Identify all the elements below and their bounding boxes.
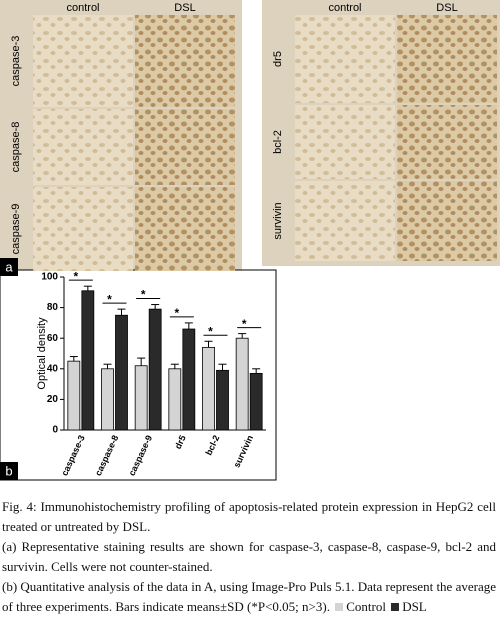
legend-label: Control [346,599,386,614]
bar [101,368,114,431]
y-tick-label: 20 [47,394,59,405]
micrograph [397,181,497,261]
column-header: DSL [174,2,195,14]
figure: control DSL caspase-3 caspase-8 caspase-9 con… [0,0,500,481]
micrograph [33,187,133,271]
micrograph [397,15,497,103]
y-tick-label: 40 [47,363,59,374]
bar [134,365,148,431]
caption-b: (b) Quantitative analysis of the data in… [2,577,496,617]
micrograph [295,15,395,103]
legend-swatch [391,603,400,611]
caption-a: (a) Representative staining results are … [2,539,496,574]
bar [67,360,81,431]
error-bar [252,368,261,374]
bar [249,372,263,431]
significance-mark: * [141,288,146,302]
micrograph [33,109,133,185]
y-tick-label: 0 [52,425,58,436]
micrograph [33,15,133,107]
micrograph [135,109,235,185]
bar [81,290,95,431]
error-bar [238,333,247,339]
error-bar [69,356,78,362]
bar [182,328,196,431]
error-bar [83,285,92,291]
significance-mark: * [73,269,78,283]
micrograph [135,15,235,107]
bar [202,346,215,431]
bar [115,314,128,431]
bar [235,337,249,431]
row-label: caspase-3 [10,36,22,87]
caption: Fig. 4: Immunohistochemistry profiling o… [2,497,496,617]
significance-mark: * [174,306,179,320]
caption-b-text: (b) Quantitative analysis of the data in… [2,579,496,614]
panel-label: a [5,259,13,274]
row-label: dr5 [272,51,284,67]
micrograph [295,181,395,261]
y-tick-label: 80 [47,302,59,313]
error-bar [184,322,193,330]
legend-swatch [335,603,344,611]
legend-label: DSL [402,599,427,614]
y-tick-label: 100 [41,272,58,283]
error-bar [204,340,213,348]
bar [148,308,162,431]
row-label: caspase-9 [10,204,22,255]
panel-label: b [5,463,12,478]
error-bar [117,308,126,316]
micrograph [295,105,395,179]
bar [216,369,229,431]
legend: Control DSL [333,599,427,614]
caption-title: Fig. 4: Immunohistochemistry profiling o… [2,499,496,534]
significance-mark: * [208,324,213,338]
error-bar [137,357,146,366]
significance-mark: * [242,317,247,331]
significance-mark: * [107,292,112,306]
panel-label-box [0,462,18,480]
error-bar [151,304,160,310]
micrograph [397,105,497,179]
error-bar [218,363,227,371]
error-bar [170,363,179,369]
micrograph [135,187,235,271]
bar [168,368,182,431]
y-axis-label: Optical density [36,317,48,390]
row-label: survivin [272,202,284,239]
column-header: control [66,2,99,14]
column-header: DSL [436,2,457,14]
row-label: caspase-8 [10,122,22,173]
y-tick-label: 60 [47,333,59,344]
error-bar [103,363,112,369]
panel-label-box [0,258,18,276]
column-header: control [328,2,361,14]
row-label: bcl-2 [272,130,284,154]
